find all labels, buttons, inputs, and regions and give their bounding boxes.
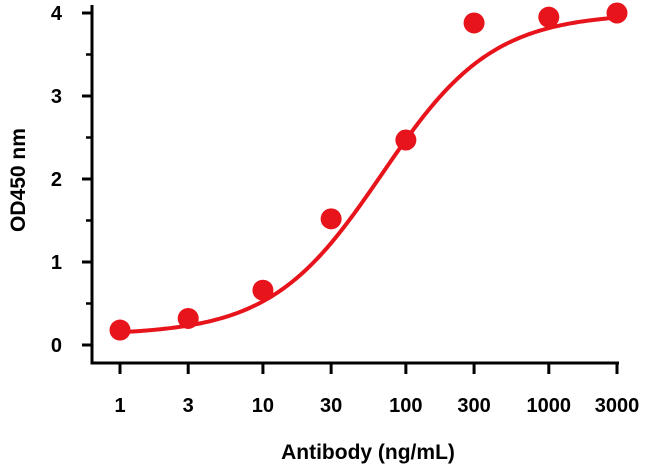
- y-tick-label: 1: [51, 252, 62, 274]
- axes: 0 1 2 3 4 1 3 10 30 100 300 1000 3000: [51, 3, 639, 417]
- y-axis-title: OD450 nm: [7, 128, 30, 232]
- data-point: [395, 129, 417, 151]
- fit-curve: [118, 15, 619, 335]
- y-tick-label: 3: [51, 86, 62, 108]
- x-axis-title: Antibody (ng/mL): [281, 441, 455, 464]
- x-tick-label: 1: [114, 395, 125, 417]
- labels-layer: Antibody (ng/mL) OD450 nm: [7, 128, 455, 464]
- x-tick-label: 3000: [595, 395, 640, 417]
- data-point: [320, 208, 342, 230]
- y-tick-label: 0: [51, 335, 62, 357]
- fit-curve-layer: [118, 15, 619, 335]
- data-point: [177, 307, 199, 329]
- x-tick-label: 1000: [527, 395, 572, 417]
- y-tick-label: 4: [51, 3, 63, 25]
- x-tick-label: 100: [389, 395, 422, 417]
- y-tick-label: 2: [51, 169, 62, 191]
- data-point: [252, 279, 274, 301]
- data-point: [109, 319, 131, 341]
- data-point: [463, 12, 485, 34]
- x-tick-label: 10: [252, 395, 274, 417]
- data-point: [606, 2, 628, 24]
- data-point: [538, 6, 560, 28]
- x-tick-label: 30: [320, 395, 342, 417]
- data-points-layer: [109, 2, 628, 341]
- x-tick-label: 300: [457, 395, 490, 417]
- x-tick-label: 3: [183, 395, 194, 417]
